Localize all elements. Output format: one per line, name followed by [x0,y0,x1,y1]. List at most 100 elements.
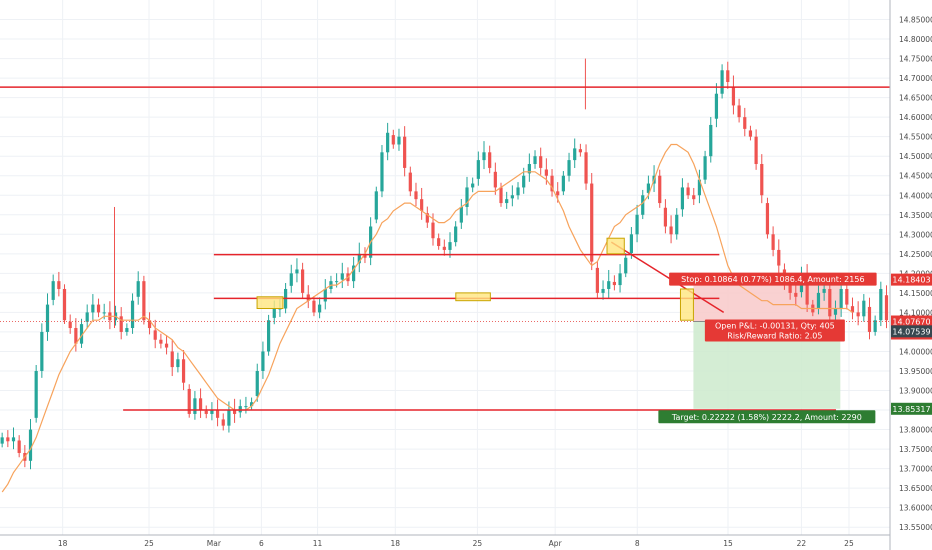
candle [754,129,758,170]
candle-body [91,304,95,313]
candle-body [221,419,225,426]
target-label-text: Target: 0.22222 (1.58%) 2222.2, Amount: … [671,413,862,422]
candle [408,166,412,197]
candle-body [522,175,526,188]
stop-label-text: Stop: 0.10864 (0.77%) 1086.4, Amount: 21… [681,275,864,284]
candle [204,405,208,419]
candle [51,274,55,306]
candle-body [425,213,429,223]
candle [136,271,140,305]
price-axis-label: 14.07670 [891,315,932,328]
highlight-box[interactable] [606,237,625,255]
y-tick-label: 14.30000 [899,230,932,239]
target-label-bg [658,410,876,424]
candle [306,285,310,309]
highlight-box[interactable] [679,288,694,321]
candle [641,189,645,220]
candle [471,177,475,193]
candle-body [380,152,384,192]
candle-body [550,175,554,192]
candle-body [714,93,719,119]
candle-body [6,437,10,442]
drawings[interactable] [0,86,890,411]
candle [210,402,214,421]
candle [181,350,186,391]
candle-body [176,359,180,368]
candle [397,128,401,151]
candle [176,352,180,373]
candle-body [0,437,4,444]
price-axis-label: 14.07539 [891,325,932,338]
candle [590,172,594,271]
highlight-box[interactable] [455,292,491,302]
candle [437,233,441,250]
candle-body [79,324,84,344]
candle-body [539,156,543,168]
candle-body [408,172,412,192]
candle [232,398,237,423]
sma-line [1,143,853,493]
candle [720,64,724,99]
candle-body [102,312,106,314]
candle-body [437,238,441,247]
candle-body [703,156,707,180]
candle [635,204,639,243]
pl-label-bg [704,319,845,342]
candle-body [459,206,463,223]
candle [482,141,486,170]
candle-body [493,171,497,188]
candle [215,399,220,427]
price-axis-label-bg [891,273,932,286]
y-tick-label: 14.10000 [899,308,932,317]
candle-body [204,410,208,414]
candle [249,397,254,410]
candle [658,169,662,208]
candle [391,129,395,149]
candle [465,176,469,216]
candle [618,264,622,293]
candle-body [697,179,702,196]
x-tick-label: 18 [58,539,68,548]
candle-body [533,156,537,165]
candle-body [573,148,577,161]
x-tick-label: Apr [549,539,563,548]
candle-body [578,149,582,153]
candle [295,258,299,283]
candle-body [850,306,855,313]
candle [153,319,157,349]
candle [539,147,543,175]
y-tick-label: 13.90000 [899,387,932,396]
candle [595,261,599,298]
candle [516,182,520,200]
candle-body [454,226,458,243]
candle-body [386,132,390,153]
candle-body [51,281,55,300]
candle-body [828,288,832,317]
candle-body [45,304,50,332]
candle-body [57,281,61,289]
candle-body [816,292,821,309]
y-tick-label: 13.65000 [899,484,932,493]
y-tick-label: 14.25000 [899,250,932,259]
candle-body [556,191,560,196]
candle-body [737,105,741,118]
candle [748,125,753,141]
y-tick-label: 14.35000 [899,211,932,220]
candle-body [374,191,378,220]
y-tick-label: 13.75000 [899,445,932,454]
trend-line[interactable] [610,241,725,314]
candle [601,280,605,300]
candle [629,227,633,259]
candle-body [510,195,514,199]
highlight-box[interactable] [256,296,284,310]
candle [28,419,33,470]
y-tick-label: 14.40000 [899,191,932,200]
candle [238,399,242,418]
candle [527,153,531,182]
candle [816,285,821,315]
candle [198,388,203,418]
candle [743,107,747,137]
candle-body [845,288,849,305]
